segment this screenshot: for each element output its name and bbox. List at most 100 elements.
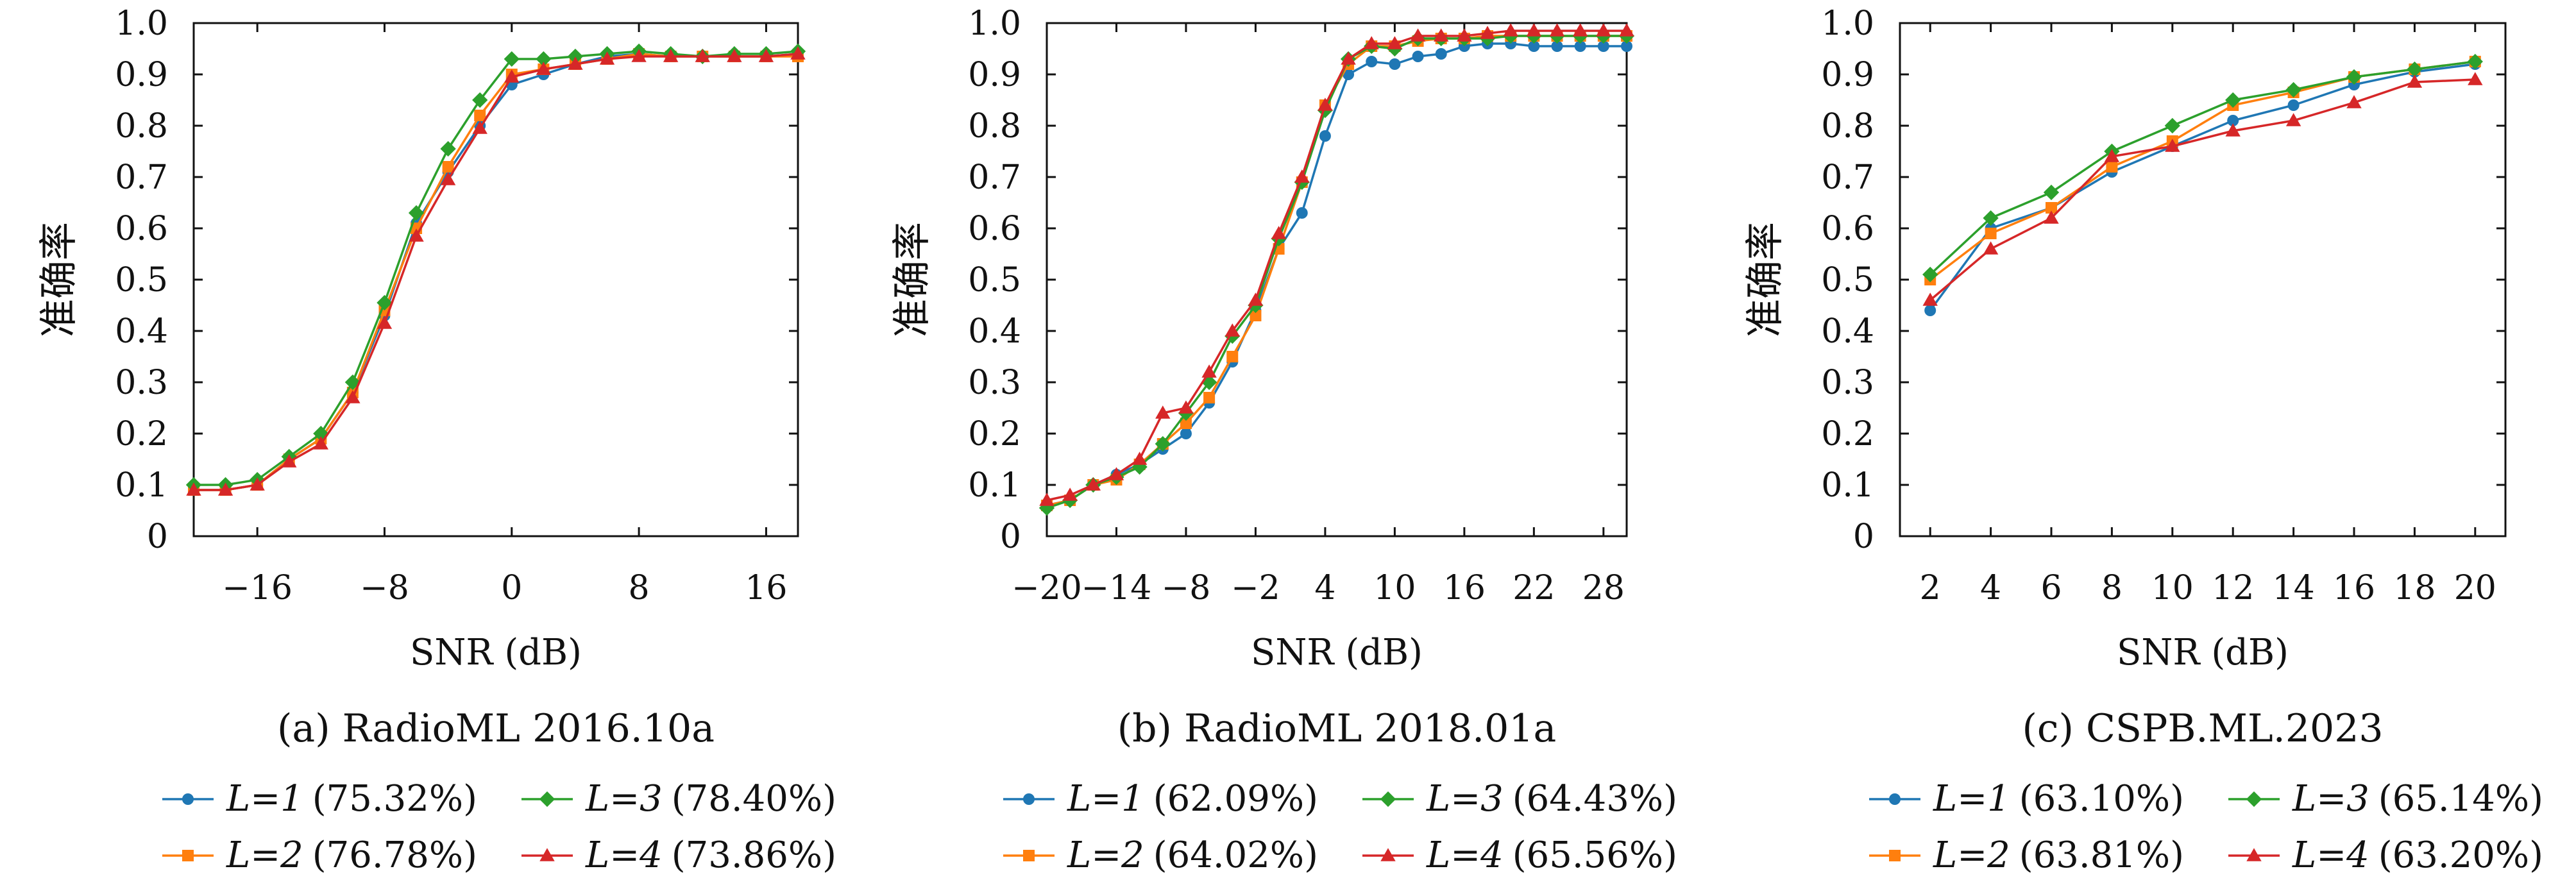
y-tick-label: 0.7: [115, 158, 168, 197]
legend-label: L=1 (62.09%): [1067, 778, 1318, 820]
legend-entry: L=4 (65.56%): [1362, 834, 1677, 876]
data-point: [1480, 26, 1495, 39]
y-tick-label: 0.6: [115, 210, 168, 248]
data-point: [1318, 97, 1333, 111]
x-tick-label: 4: [1980, 569, 2001, 607]
data-point: [2106, 161, 2118, 173]
data-point: [2104, 149, 2120, 162]
data-point: [440, 140, 456, 157]
legend-series-name: L=3: [2292, 778, 2369, 820]
cspb-ml-2023-panel: 0 0.1 0.2 0.3 0.4 0.5 0.6 0.7 0.8 0.9 1.0 2 4 6 8 10 12 1…: [1743, 4, 2543, 876]
data-point: [1296, 207, 1308, 219]
x-axis-title: SNR (dB): [410, 632, 582, 673]
y-tick-label: 0.5: [1821, 261, 1874, 300]
y-tick-label: 0.1: [1821, 466, 1874, 505]
x-tick-label: 8: [2101, 569, 2123, 607]
x-axis-title: SNR (dB): [2117, 632, 2289, 673]
data-point: [1387, 36, 1403, 49]
data-point: [1203, 392, 1216, 403]
data-point: [1597, 40, 1609, 52]
legend-swatch-marker: [2246, 791, 2262, 807]
data-point: [440, 172, 456, 185]
data-point: [1039, 493, 1055, 506]
data-point: [1180, 418, 1192, 429]
data-point: [1412, 51, 1424, 62]
legend-series-name: L=4: [585, 834, 663, 876]
legend-series-name: L=3: [585, 778, 663, 820]
y-tick-label: 0.8: [115, 107, 168, 146]
subplot-caption: (a) RadioML 2016.10a: [277, 706, 715, 751]
data-point: [1434, 28, 1449, 42]
plot-frame: [1046, 22, 1628, 537]
legend-swatch-marker: [182, 793, 194, 805]
radioml-2016-panel: 0 0.1 0.2 0.3 0.4 0.5 0.6 0.7 0.8 0.9 1.0 −16 −8 0 8 16…: [37, 4, 836, 876]
legend-label: L=3 (64.43%): [1426, 778, 1677, 820]
legend-series-name: L=1: [1067, 778, 1144, 820]
plot-frame: [1899, 22, 2507, 537]
y-tick-label: 0.1: [115, 466, 168, 505]
y-tick-label: 1.0: [115, 4, 168, 43]
legend-swatch-marker: [182, 850, 194, 861]
y-tick-label: 0.4: [1821, 312, 1874, 351]
data-point: [1319, 130, 1331, 142]
y-axis-title: 准确率: [37, 222, 81, 337]
data-point: [1178, 400, 1194, 414]
legend-series-name: L=1: [226, 778, 303, 820]
data-point: [2346, 95, 2362, 108]
y-tick-label: 0.6: [1821, 210, 1874, 248]
data-point: [1528, 40, 1540, 52]
legend-swatch-marker: [1889, 793, 1901, 805]
data-point: [2046, 202, 2057, 214]
x-tick-label: 16: [1443, 569, 1486, 607]
series-path: [1929, 63, 2476, 312]
data-point: [1389, 58, 1401, 70]
data-point: [2044, 210, 2059, 224]
data-point: [568, 56, 583, 70]
legend-swatch-marker: [1380, 848, 1396, 861]
data-point: [313, 436, 329, 450]
data-point: [1201, 364, 1217, 378]
data-point: [1294, 169, 1310, 183]
y-tick-label: 0.4: [115, 312, 168, 351]
data-point: [1201, 374, 1217, 391]
data-point: [2285, 81, 2301, 98]
data-point: [536, 51, 552, 67]
data-point: [2225, 92, 2241, 108]
data-point: [2043, 184, 2060, 201]
y-tick-label: 0.2: [1821, 415, 1874, 453]
y-axis-title: 准确率: [1743, 222, 1788, 337]
legend-swatch-marker: [2246, 848, 2262, 861]
y-tick-label: 0.2: [115, 415, 168, 453]
legend-accuracy: (63.20%): [2378, 834, 2543, 876]
x-tick-label: −2: [1231, 569, 1280, 607]
x-tick-label: 6: [2040, 569, 2062, 607]
y-tick-label: 0: [1853, 518, 1874, 556]
x-tick-label: 4: [1314, 569, 1335, 607]
data-point: [1526, 23, 1542, 37]
data-point: [2468, 72, 2483, 85]
legend-label: L=3 (65.14%): [2292, 778, 2543, 820]
legend-label: L=2 (76.78%): [226, 834, 477, 876]
legend-label: L=4 (63.20%): [2292, 834, 2543, 876]
data-point: [1985, 228, 1997, 239]
x-tick-label: 12: [2212, 569, 2254, 607]
legend-swatch-marker: [1023, 850, 1035, 861]
legend-entry: L=1 (62.09%): [1003, 778, 1318, 820]
data-point: [282, 454, 297, 468]
data-point: [2164, 117, 2180, 134]
data-point: [1248, 292, 1264, 306]
legend-series-name: L=2: [1067, 834, 1144, 876]
series-path: [1929, 78, 2475, 301]
x-tick-label: 20: [2454, 569, 2496, 607]
legend-entry: L=2 (63.81%): [1869, 834, 2184, 876]
y-tick-label: 0.5: [968, 261, 1021, 300]
series-L3-line: [1922, 53, 2483, 283]
data-point: [504, 51, 520, 67]
data-point: [790, 46, 806, 60]
y-tick-label: 0.7: [1821, 158, 1874, 197]
legend-swatch-marker: [1380, 791, 1396, 807]
data-point: [2407, 74, 2423, 88]
data-point: [1131, 459, 1148, 475]
legend-accuracy: (64.02%): [1153, 834, 1318, 876]
data-point: [2287, 99, 2300, 111]
